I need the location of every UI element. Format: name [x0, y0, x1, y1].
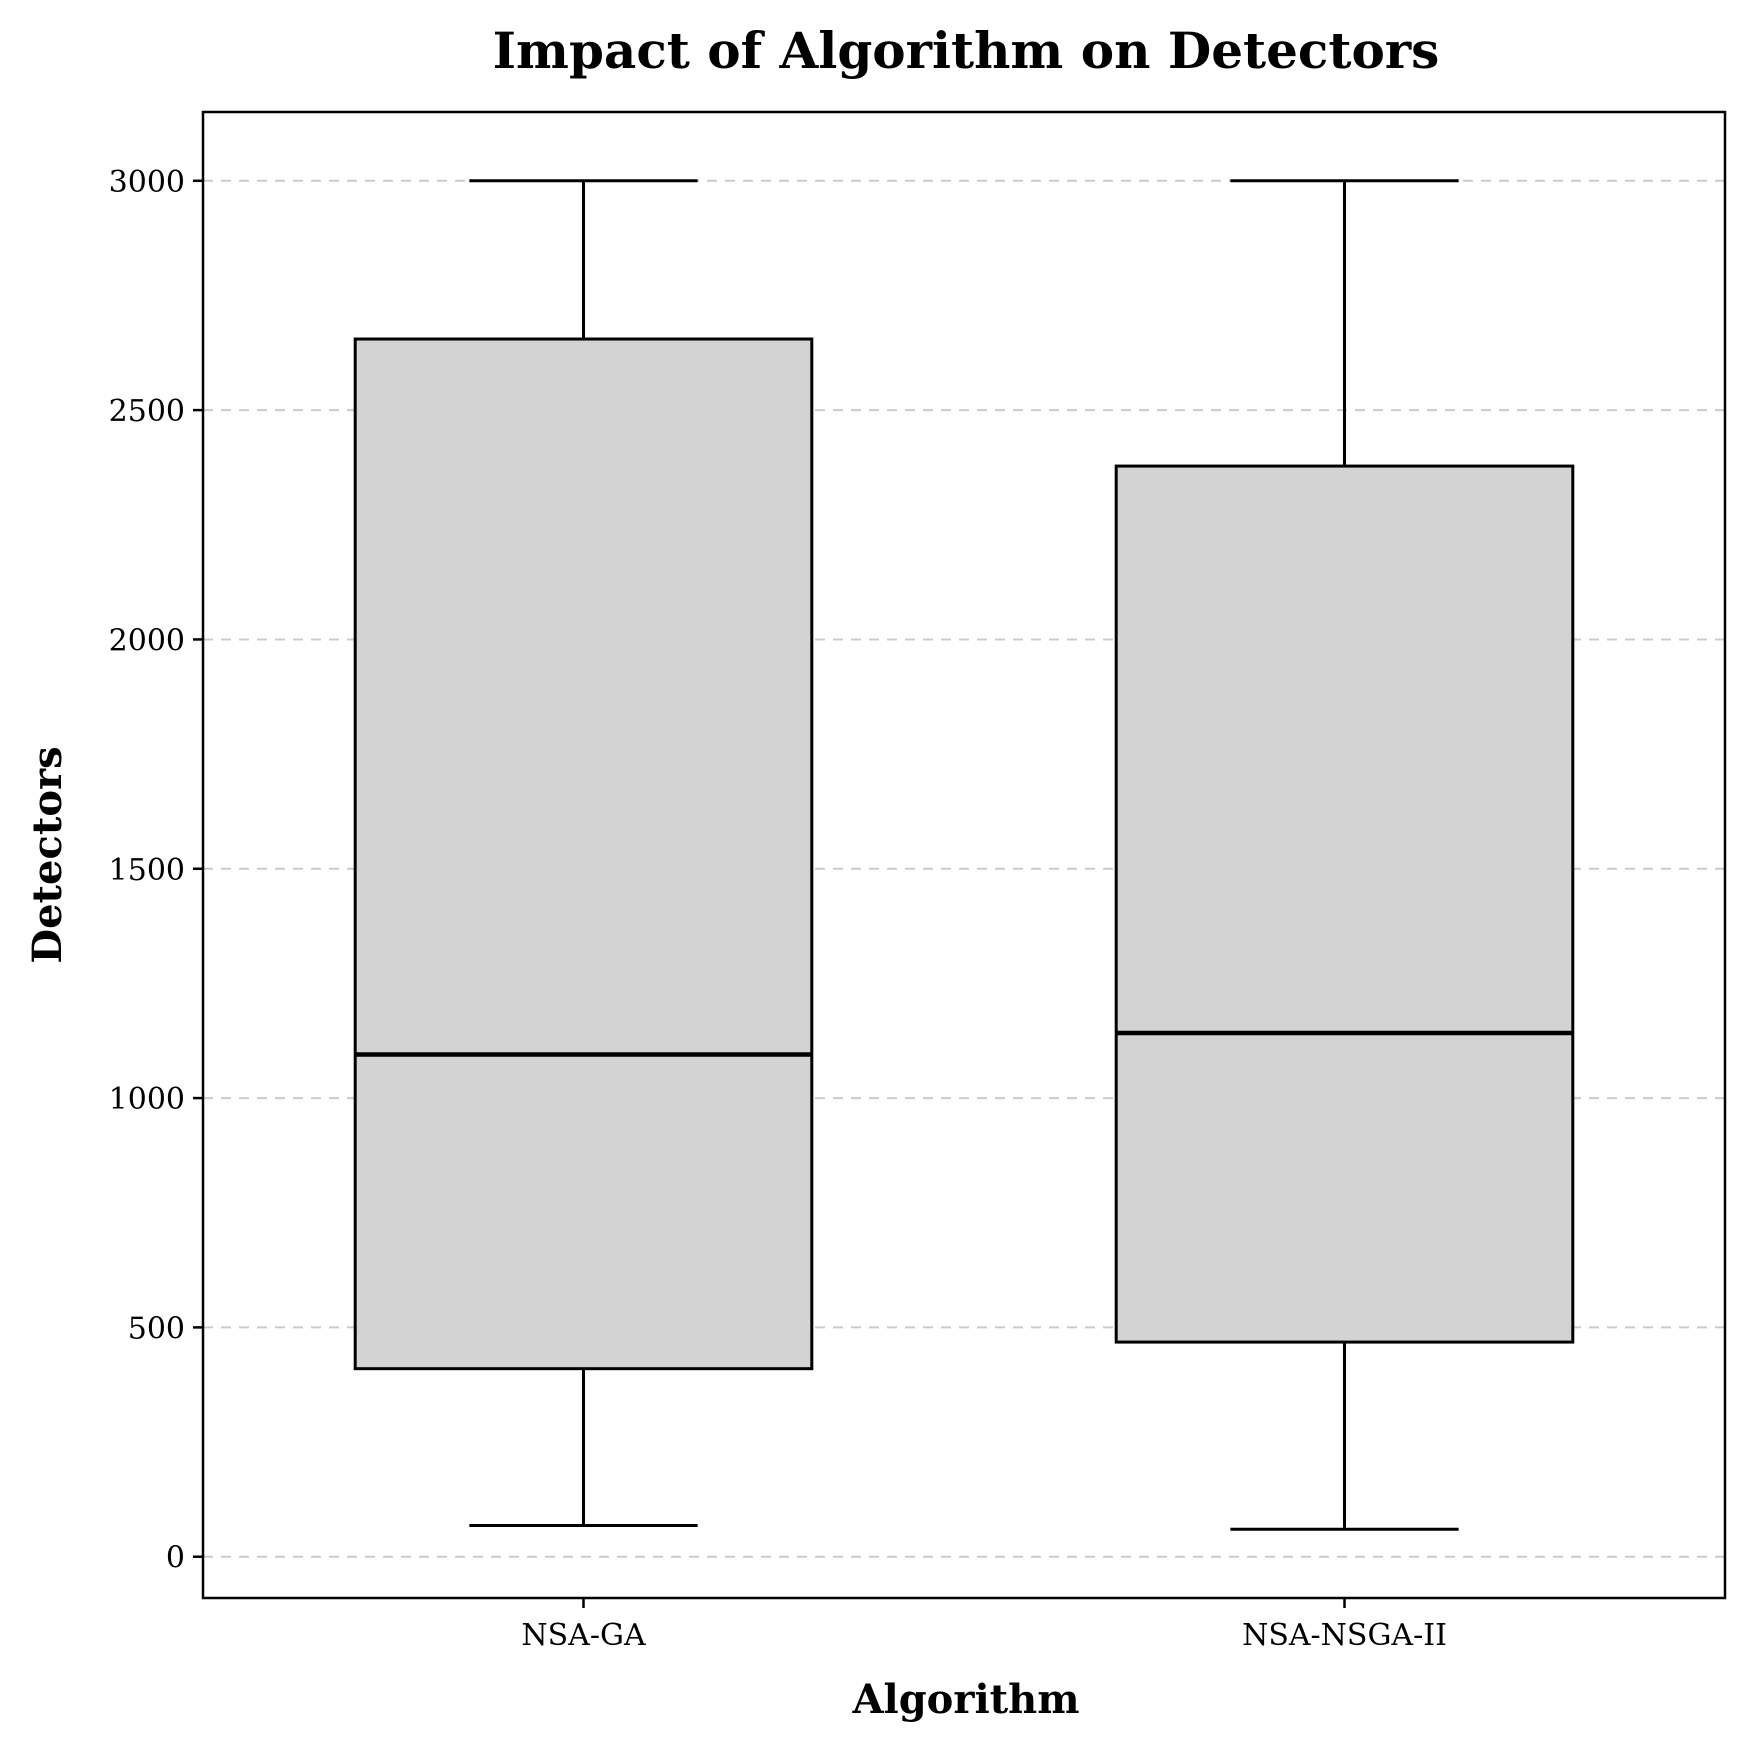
iqr-box	[353, 337, 814, 1371]
x-tick-label-NSA-NSGA-II: NSA-NSGA-II	[1242, 1618, 1447, 1653]
y-axis-ticks: 0 500 1000 1500 2000 2500 3000	[109, 165, 203, 1576]
y-tick-label-2500: 2500	[109, 394, 185, 429]
box-NSA-NSGA-II	[1114, 179, 1575, 1531]
y-tick-label-2000: 2000	[109, 623, 185, 658]
y-tick-label-3000: 3000	[109, 165, 185, 200]
boxes	[353, 179, 1575, 1531]
x-axis-ticks: NSA-GA NSA-NSGA-II	[521, 1598, 1447, 1653]
y-tick-label-500: 500	[128, 1311, 185, 1346]
y-tick-label-1000: 1000	[109, 1082, 185, 1117]
iqr-box	[1114, 464, 1575, 1344]
y-tick-label-1500: 1500	[109, 853, 185, 888]
x-tick-label-NSA-GA: NSA-GA	[521, 1618, 646, 1653]
y-tick-label-0: 0	[166, 1541, 185, 1576]
chart-title: Impact of Algorithm on Detectors	[493, 21, 1440, 80]
plot-frame	[201, 110, 1727, 1600]
x-axis-label: Algorithm	[851, 1676, 1079, 1723]
y-axis-label: Detectors	[24, 746, 71, 963]
box-NSA-GA	[353, 179, 814, 1528]
